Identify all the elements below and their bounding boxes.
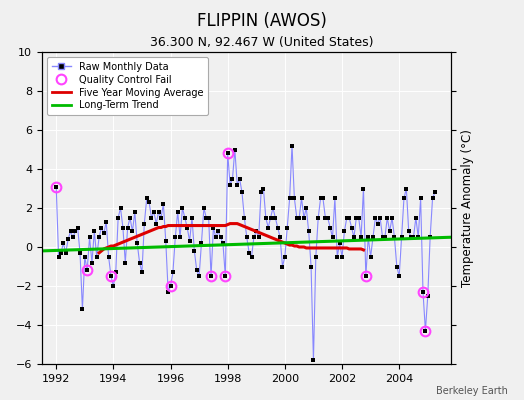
Text: 36.300 N, 92.467 W (United States): 36.300 N, 92.467 W (United States) xyxy=(150,36,374,49)
Y-axis label: Temperature Anomaly (°C): Temperature Anomaly (°C) xyxy=(461,129,474,287)
Legend: Raw Monthly Data, Quality Control Fail, Five Year Moving Average, Long-Term Tren: Raw Monthly Data, Quality Control Fail, … xyxy=(47,57,208,115)
Text: FLIPPIN (AWOS): FLIPPIN (AWOS) xyxy=(197,12,327,30)
Text: Berkeley Earth: Berkeley Earth xyxy=(436,386,508,396)
